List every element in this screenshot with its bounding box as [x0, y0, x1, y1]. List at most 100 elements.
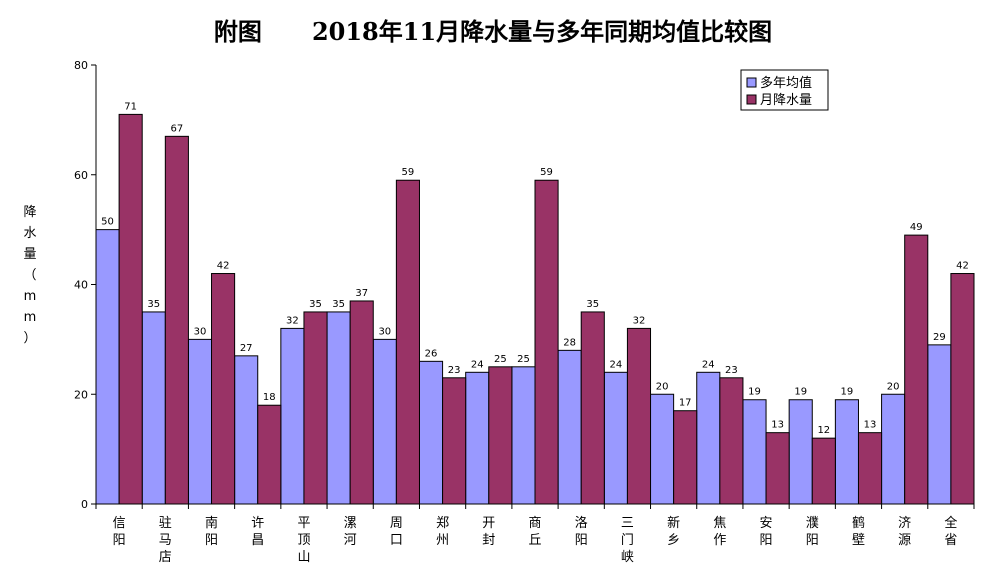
data-label: 18: [263, 392, 276, 403]
category-label: 洛阳: [575, 516, 588, 548]
y-tick-label: 0: [81, 498, 88, 511]
data-label: 42: [217, 261, 230, 272]
bar: [141, 311, 166, 505]
bar: [881, 393, 906, 505]
bar: [211, 273, 236, 505]
bar: [326, 311, 351, 505]
data-label: 24: [471, 359, 484, 370]
data-label: 37: [355, 288, 368, 299]
bar: [788, 399, 813, 505]
category-label: 信阳: [113, 516, 126, 548]
category-label: 周口: [390, 516, 403, 548]
bar: [303, 311, 328, 505]
data-label: 50: [101, 217, 114, 228]
bar: [280, 327, 305, 505]
legend-swatch: [746, 94, 757, 105]
data-label: 32: [286, 315, 299, 326]
bar: [257, 404, 282, 505]
category-label: 三门峡: [621, 516, 634, 565]
y-axis-label-char: 水: [23, 226, 37, 241]
data-label: 35: [309, 299, 322, 310]
bar: [395, 179, 420, 505]
data-label: 59: [402, 167, 415, 178]
bar: [349, 300, 374, 505]
data-label: 26: [425, 348, 438, 359]
category-label: 驻马店: [159, 516, 172, 565]
data-label: 49: [910, 222, 923, 233]
category-label: 安阳: [760, 516, 773, 548]
data-label: 28: [563, 337, 576, 348]
category-label: 郑州: [436, 516, 449, 548]
chart-title: 附图 2018年11月降水量与多年同期均值比较图: [213, 17, 773, 46]
bar: [465, 371, 490, 505]
data-label: 59: [540, 167, 553, 178]
data-label: 24: [702, 359, 715, 370]
data-label: 67: [171, 123, 184, 134]
bar: [719, 377, 744, 505]
category-label: 平顶山: [297, 516, 310, 565]
bar: [187, 338, 213, 505]
y-tick-label: 40: [74, 279, 88, 292]
bar: [372, 338, 397, 505]
data-label: 30: [194, 326, 207, 337]
y-axis-label-char: （: [23, 268, 37, 283]
data-label: 19: [794, 387, 807, 398]
bar: [580, 311, 605, 505]
legend-label: 多年均值: [760, 75, 812, 91]
category-label: 濮阳: [806, 516, 819, 548]
data-label: 20: [887, 381, 900, 392]
category-label: 开封: [482, 516, 495, 548]
bar: [603, 371, 628, 505]
bar: [904, 234, 929, 505]
data-label: 13: [771, 420, 784, 431]
bar: [418, 360, 444, 505]
legend-swatch: [746, 77, 757, 88]
y-axis-label-char: ）: [23, 331, 37, 346]
bar: [534, 179, 559, 505]
bar: [626, 327, 652, 505]
bar: [857, 432, 883, 505]
bar: [696, 371, 721, 505]
category-label: 济源: [898, 516, 911, 548]
category-label: 商丘: [528, 516, 541, 548]
bar: [765, 432, 790, 505]
data-label: 25: [517, 354, 530, 365]
y-axis-label-char: m: [23, 289, 37, 304]
bar: [834, 399, 859, 505]
data-label: 27: [240, 343, 253, 354]
data-label: 19: [841, 387, 854, 398]
data-label: 42: [956, 261, 969, 272]
data-label: 20: [656, 381, 669, 392]
category-label: 全省: [944, 515, 957, 548]
y-axis-label: 降水量 （ m m ）: [18, 202, 42, 349]
bar: [118, 113, 143, 505]
bar: [488, 366, 513, 505]
data-label: 23: [725, 365, 738, 376]
data-label: 29: [933, 332, 946, 343]
bar: [950, 273, 975, 505]
bar: [234, 355, 259, 505]
data-label: 35: [147, 299, 160, 310]
data-label: 35: [332, 299, 345, 310]
data-label: 23: [448, 365, 461, 376]
category-label: 许昌: [251, 516, 264, 548]
data-label: 17: [679, 398, 692, 409]
bar: [650, 393, 675, 505]
data-label: 24: [610, 359, 623, 370]
bar: [927, 344, 952, 505]
y-axis-label-char: 降: [23, 205, 37, 220]
data-label: 25: [494, 354, 507, 365]
y-axis-label-char: 量: [23, 247, 37, 262]
legend-label: 月降水量: [760, 93, 812, 108]
category-label: 漯河: [344, 516, 357, 548]
data-label: 19: [748, 387, 761, 398]
bar: [811, 437, 836, 505]
data-label: 13: [864, 420, 877, 431]
bar: [673, 410, 698, 505]
bar: [95, 229, 120, 505]
bar: [742, 399, 767, 505]
category-label: 焦作: [713, 516, 726, 548]
data-label: 30: [378, 326, 391, 337]
data-label: 71: [124, 101, 137, 112]
